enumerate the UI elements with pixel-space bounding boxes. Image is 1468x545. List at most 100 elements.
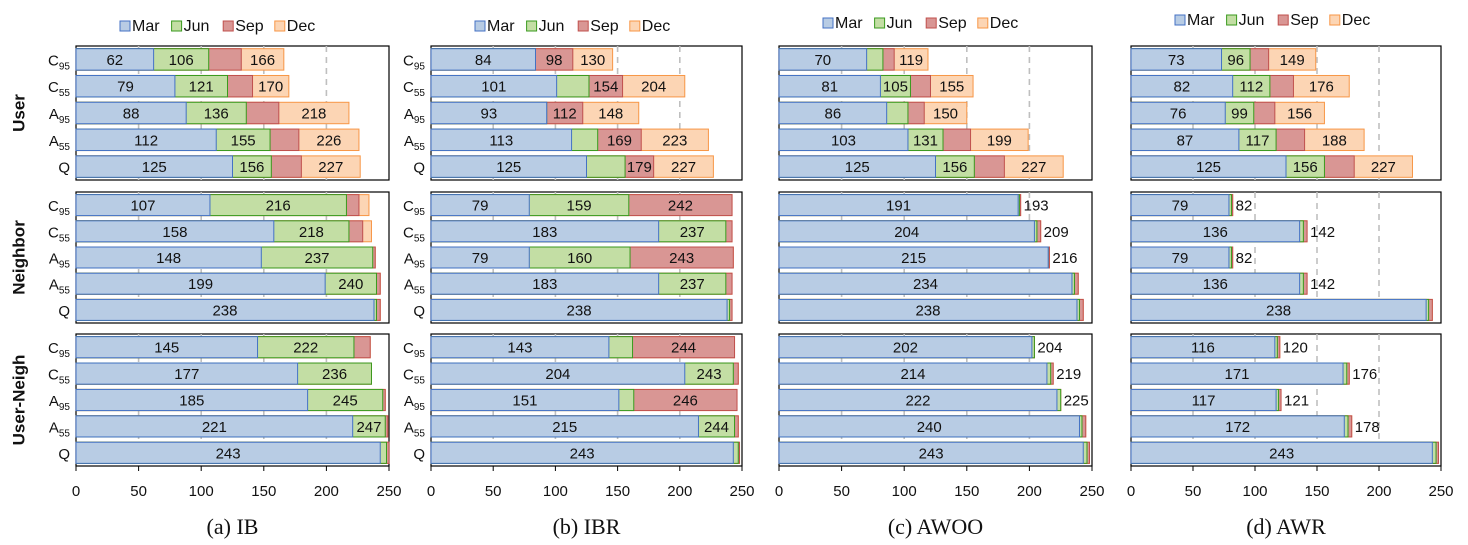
bar-row: 234 [778,272,1079,295]
category-label: Q [413,160,425,177]
value-label-mar: 136 [1203,224,1228,241]
legend-swatch-dec [1329,14,1341,26]
chart-title: (c) AWOO [888,514,983,539]
bar-row: 199 240 A55 [49,272,381,297]
value-label-mar: 243 [570,445,595,462]
bar-row: 172 178 [1130,415,1380,438]
category-main: C [403,340,414,357]
bar-mar [1130,194,1230,217]
value-label-mar: 215 [901,250,926,267]
category-subscript: 55 [414,233,426,244]
x-tick-label: 100 [1242,483,1267,500]
value-label-mar: 215 [552,419,577,436]
value-label-dec: 176 [1309,79,1334,96]
legend-label-dec: Dec [990,15,1018,32]
x-tick-label: 200 [1366,483,1391,500]
value-label-jun: 136 [204,106,229,123]
bar-mar [1130,48,1223,71]
bar-row: 215 244 A55 [404,415,739,439]
x-tick-label: 50 [485,483,502,500]
legend-label-sep: Sep [235,18,264,35]
value-label-jun: 155 [231,132,256,149]
bar-mar [75,220,275,243]
chart-title: (b) IBR [553,514,621,539]
category-subscript: 95 [59,61,71,72]
bar-row: 88 136 218 A95 [49,101,350,126]
category-label: A95 [49,393,71,413]
value-label-dec: 120 [1283,340,1308,357]
category-subscript: 55 [414,88,426,99]
value-label-jun: 159 [567,198,592,215]
value-label-sep: 242 [668,198,693,215]
bar-row: 240 [778,415,1087,438]
bar-mar [778,220,1035,243]
value-label-sep: 246 [673,393,698,410]
value-label-dec: 178 [1355,419,1380,436]
x-tick-label: 100 [189,483,214,500]
category-label: C95 [48,340,70,360]
value-label-jun: 216 [266,198,291,215]
category-main: A [404,133,414,150]
value-label-mar: 125 [1196,159,1221,176]
value-label-dec: 204 [641,79,666,96]
value-label-dec: 149 [1280,52,1305,69]
x-tick-label: 0 [775,483,783,500]
category-main: Q [413,303,425,320]
x-tick-label: 100 [892,483,917,500]
bar-row: 136 142 [1130,220,1335,243]
value-label-sep: 244 [671,340,696,357]
bar-row: 76 99 156 [1130,101,1325,125]
category-label: C95 [403,52,425,72]
bar-row: 183 237 A55 [404,272,733,297]
value-label-mar: 172 [1225,419,1250,436]
legend-label-dec: Dec [642,18,670,35]
category-main: A [49,106,59,123]
value-label-mar: 202 [893,340,918,357]
x-tick-label: 250 [376,483,401,500]
legend-swatch-mar [822,17,834,29]
category-main: C [403,198,414,215]
category-main: C [48,52,59,69]
group-user: 70 119 81 105 155 86 150 103 131 199 125 156 227 [778,45,1093,181]
bar-mar [430,128,573,152]
value-label-dec: 155 [939,79,964,96]
value-label-dec: 82 [1236,250,1253,267]
chart-title: (a) IB [207,514,259,539]
bar-mar [778,272,1073,295]
value-label-mar: 87 [1177,132,1194,149]
category-main: C [48,79,59,96]
category-subscript: 55 [59,286,71,297]
value-label-mar: 238 [567,302,592,319]
value-label-dec: 130 [580,52,605,69]
value-label-jun: 243 [697,366,722,383]
category-label: C95 [403,198,425,218]
bar-mar [75,272,326,295]
value-label-dec: 199 [987,132,1012,149]
value-label-jun: 237 [304,250,329,267]
bar-row: 107 216 C95 [48,194,370,218]
bar-row: 238 Q [413,298,733,321]
bar-mar [1130,74,1234,98]
category-main: C [403,224,414,241]
bar-row: 215 216 [778,246,1077,269]
value-label-dec: 170 [258,79,283,96]
value-label-dec: 156 [1287,106,1312,123]
category-subscript: 95 [414,207,426,218]
value-label-mar: 204 [545,366,570,383]
value-label-jun: 96 [1227,52,1244,69]
category-label: A55 [404,133,426,153]
category-subscript: 95 [414,402,426,413]
category-main: C [48,367,59,384]
value-label-dec: 142 [1310,224,1335,241]
value-label-mar: 143 [507,340,532,357]
category-subscript: 95 [414,115,426,126]
bar-row: 243 [1130,441,1440,464]
bar-mar [778,194,1019,217]
value-label-jun: 112 [1239,79,1263,96]
bar-row: 204 243 C55 [403,362,739,387]
value-label-mar: 243 [216,445,241,462]
value-label-dec: 227 [1021,159,1046,176]
category-label: A55 [404,419,426,439]
value-label-dec: 226 [316,132,341,149]
